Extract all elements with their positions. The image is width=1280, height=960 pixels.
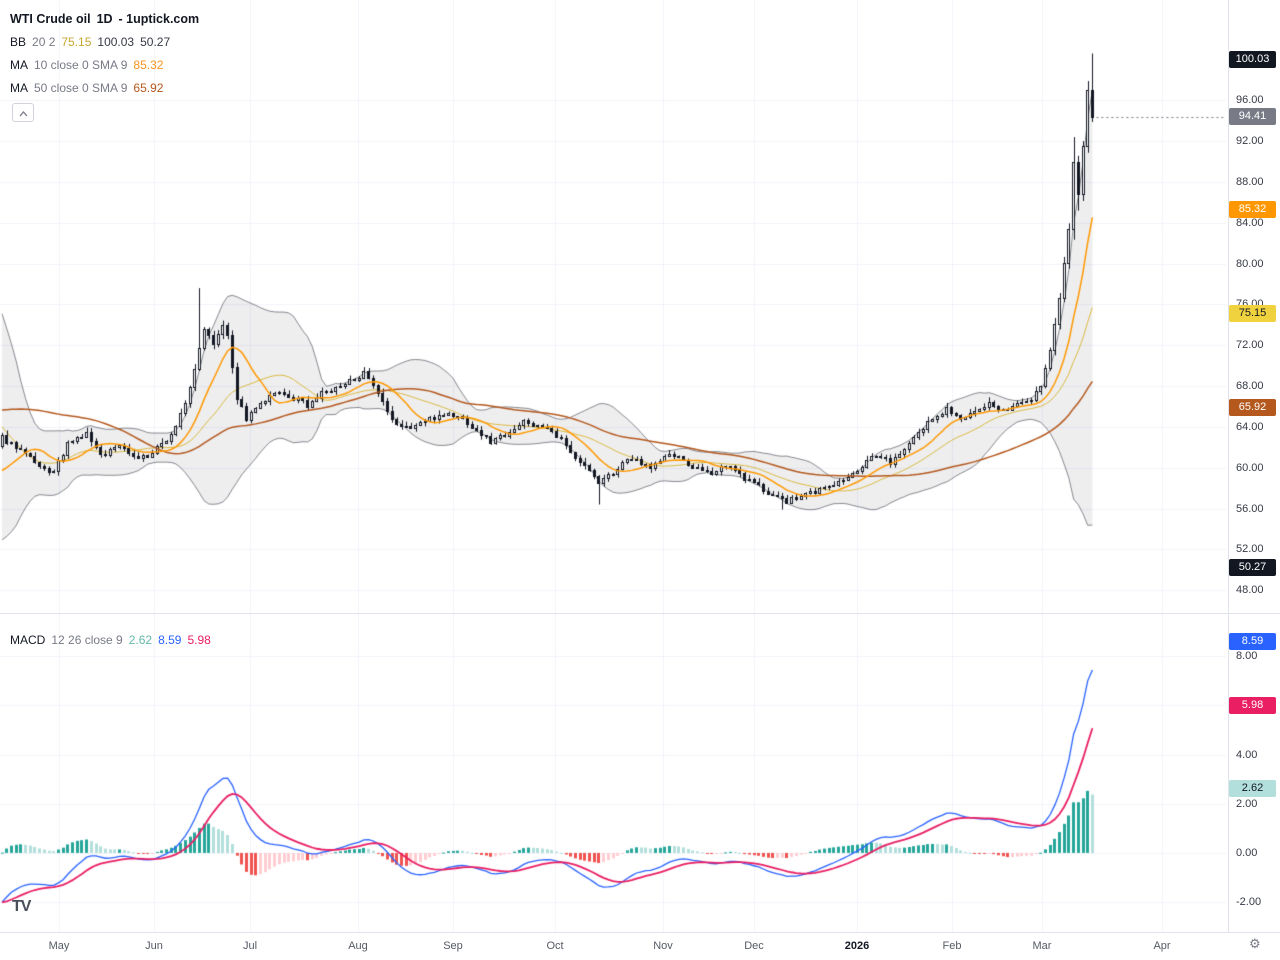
- interval-label: 1D: [96, 11, 113, 26]
- price-axis[interactable]: 96.0092.0088.0084.0080.0076.0072.0068.00…: [1228, 0, 1280, 932]
- time-axis-label: Dec: [744, 940, 764, 952]
- ma10-legend-row[interactable]: MA 10 close 0 SMA 9 85.32: [10, 53, 199, 76]
- ma10-value: 85.32: [133, 57, 164, 72]
- ma10-badge: 85.32: [1229, 200, 1276, 218]
- bb-params: 20 2: [32, 34, 56, 49]
- axis-tick-label: 52.00: [1236, 543, 1264, 556]
- signal-line-badge: 5.98: [1229, 697, 1276, 715]
- ma10-params: 10 close 0 SMA 9: [34, 57, 128, 72]
- axis-tick-label: 84.00: [1236, 216, 1264, 229]
- axis-tick-label: 88.00: [1236, 176, 1264, 189]
- bb-indicator-name: BB: [10, 34, 27, 49]
- time-axis-label: Mar: [1032, 940, 1052, 952]
- macd-line-badge: 8.59: [1229, 633, 1276, 651]
- axis-tick-label: 72.00: [1236, 339, 1264, 352]
- time-axis-label: Aug: [348, 940, 368, 952]
- time-axis-label: Jun: [145, 940, 163, 952]
- ma50-legend-row[interactable]: MA 50 close 0 SMA 9 65.92: [10, 76, 199, 99]
- axis-tick-label: 0.00: [1236, 846, 1258, 859]
- last-price-badge: 94.41: [1229, 108, 1276, 126]
- ma50-indicator-name: MA: [10, 80, 28, 95]
- bb-basis-badge: 75.15: [1229, 304, 1276, 322]
- symbol-title[interactable]: WTI Crude oil 1D - 1uptick.com: [10, 7, 199, 30]
- axis-tick-label: 48.00: [1236, 584, 1264, 597]
- bb-lower-badge: 50.27: [1229, 558, 1276, 576]
- axis-tick-label: 4.00: [1236, 748, 1258, 761]
- symbol-name: WTI Crude oil: [10, 11, 91, 26]
- axis-tick-label: 56.00: [1236, 502, 1264, 515]
- time-axis-label: 2026: [844, 940, 870, 952]
- macd-legend[interactable]: MACD 12 26 close 9 2.62 8.59 5.98: [10, 628, 211, 651]
- main-legend: WTI Crude oil 1D - 1uptick.com BB 20 2 7…: [10, 7, 199, 99]
- ma50-badge: 65.92: [1229, 398, 1276, 416]
- bb-basis-value: 75.15: [61, 34, 92, 49]
- ma10-indicator-name: MA: [10, 57, 28, 72]
- time-axis[interactable]: May Jun Jul Aug Sep Oct Nov Dec 2026 Feb Mar Apr: [0, 932, 1280, 960]
- axis-tick-label: 8.00: [1236, 650, 1258, 663]
- axis-tick-label: 60.00: [1236, 461, 1264, 474]
- bb-lower-value: 50.27: [140, 34, 171, 49]
- axis-tick-label: -2.00: [1236, 896, 1262, 909]
- ma50-params: 50 close 0 SMA 9: [34, 80, 128, 95]
- histogram-badge: 2.62: [1229, 779, 1276, 797]
- axis-tick-label: 2.00: [1236, 797, 1258, 810]
- chevron-up-icon: [19, 105, 28, 120]
- byline: - 1uptick.com: [118, 11, 200, 26]
- macd-hist-value: 2.62: [128, 632, 153, 647]
- axis-tick-label: 80.00: [1236, 257, 1264, 270]
- collapse-legend-button[interactable]: [12, 103, 34, 122]
- time-axis-label: Sep: [443, 940, 463, 952]
- bb-legend-row[interactable]: BB 20 2 75.15 100.03 50.27: [10, 30, 199, 53]
- macd-params: 12 26 close 9: [51, 632, 123, 647]
- settings-gear-icon[interactable]: ⚙: [1249, 936, 1261, 951]
- time-axis-label: Apr: [1153, 940, 1171, 952]
- macd-indicator-name: MACD: [10, 632, 46, 647]
- time-axis-label: Feb: [942, 940, 962, 952]
- axis-tick-label: 96.00: [1236, 94, 1264, 107]
- pane-divider[interactable]: [0, 613, 1280, 614]
- time-axis-label: Oct: [546, 940, 564, 952]
- bb-upper-value: 100.03: [97, 34, 135, 49]
- time-axis-label: Nov: [653, 940, 673, 952]
- time-axis-label: May: [48, 940, 70, 952]
- ma50-value: 65.92: [133, 80, 164, 95]
- macd-signal-value: 5.98: [187, 632, 211, 647]
- axis-tick-label: 64.00: [1236, 420, 1264, 433]
- axis-tick-label: 68.00: [1236, 380, 1264, 393]
- macd-line-value: 8.59: [158, 632, 182, 647]
- time-axis-label: Jul: [242, 940, 258, 952]
- axis-tick-label: 92.00: [1236, 135, 1264, 148]
- tradingview-logo[interactable]: TV: [12, 898, 31, 915]
- bb-upper-badge: 100.03: [1229, 50, 1276, 68]
